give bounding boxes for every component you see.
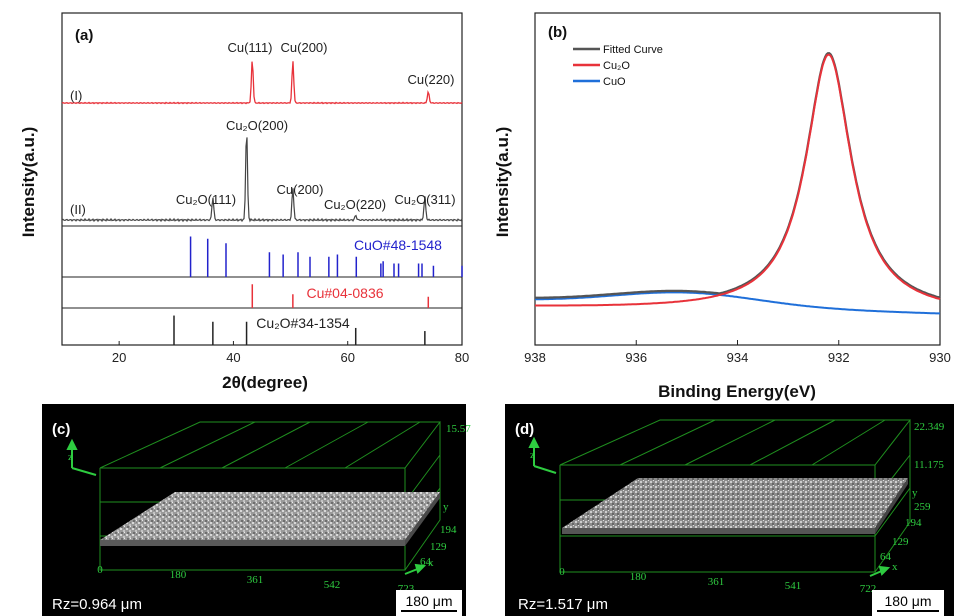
panel-a-ylabel: Intensity(a.u.) bbox=[19, 127, 38, 238]
peak-label-cu2o-200: Cu₂O(200) bbox=[226, 118, 288, 133]
panel-b: (b) Intensity(a.u.) Binding Energy(eV) 9… bbox=[493, 12, 951, 401]
panel-d-surface-side bbox=[875, 478, 908, 534]
peak-label-cu200-top: Cu(200) bbox=[281, 40, 328, 55]
z-axis-label: z bbox=[530, 449, 535, 461]
panel-b-legend: Fitted Curve Cu₂O CuO bbox=[573, 44, 663, 88]
panel-d-axes bbox=[528, 436, 891, 577]
panel-d-label: (d) bbox=[515, 421, 534, 438]
x-tick-label: 60 bbox=[340, 350, 354, 365]
y-tick-64: 64 bbox=[880, 551, 892, 563]
rz-value: Rz=1.517 μm bbox=[518, 596, 608, 613]
panel-b-x-ticks: 938 936 934 932 930 bbox=[524, 340, 951, 365]
y-tick-129: 129 bbox=[430, 541, 447, 553]
x-tick-label: 934 bbox=[727, 350, 749, 365]
x-tick-label: 40 bbox=[226, 350, 240, 365]
z-max-value: 15.57 bbox=[446, 423, 471, 435]
panel-d-surface-edge bbox=[562, 528, 875, 534]
panel-d-surface bbox=[562, 478, 908, 528]
x-tick-542: 542 bbox=[324, 579, 341, 591]
peak-label-cu111: Cu(111) bbox=[227, 40, 272, 55]
y-tick-194: 194 bbox=[440, 524, 457, 536]
reference-cu2o-lines bbox=[173, 315, 426, 345]
reference-cuo-label: CuO#48-1548 bbox=[354, 237, 442, 253]
x-tick-361: 361 bbox=[247, 574, 264, 586]
x-axis-label: x bbox=[892, 561, 898, 573]
x-tick-label: 80 bbox=[455, 350, 469, 365]
panel-c-surface bbox=[100, 492, 440, 540]
reference-cuo-lines bbox=[189, 236, 463, 277]
y-tick-194: 194 bbox=[905, 517, 922, 529]
panel-a-x-ticks: 20 40 60 80 bbox=[112, 341, 469, 365]
peak-label-cu2o-220: Cu₂O(220) bbox=[324, 197, 386, 212]
legend-label-cuo: CuO bbox=[603, 76, 626, 88]
panel-a-label: (a) bbox=[75, 27, 93, 44]
rz-value: Rz=0.964 μm bbox=[52, 596, 142, 613]
panel-c-axes bbox=[66, 438, 427, 575]
y-axis-label: y bbox=[912, 487, 918, 499]
panel-a: (a) Intensity(a.u.) 2θ(degree) 20 40 60 80 … bbox=[19, 12, 469, 392]
y-axis-label: y bbox=[443, 501, 449, 513]
trace-II-label: (II) bbox=[70, 202, 86, 217]
x-tick-180: 180 bbox=[630, 571, 647, 583]
series-cu2o bbox=[535, 53, 941, 307]
reference-cu2o-label: Cu₂O#34-1354 bbox=[256, 315, 350, 331]
x-tick-0: 0 bbox=[559, 566, 565, 578]
series-cuo bbox=[534, 291, 941, 315]
panel-c-surface-edge bbox=[100, 540, 405, 546]
y-tick-259: 259 bbox=[914, 501, 931, 513]
peak-label-cu200-bottom: Cu(200) bbox=[277, 182, 324, 197]
x-tick-541: 541 bbox=[785, 580, 802, 592]
x-tick-0: 0 bbox=[97, 564, 103, 576]
x-tick-label: 20 bbox=[112, 350, 126, 365]
peak-label-cu2o-311: Cu₂O(311) bbox=[394, 192, 455, 207]
peak-label-cu220: Cu(220) bbox=[408, 72, 455, 87]
scale-bar-label: 180 μm bbox=[406, 593, 453, 609]
x-tick-label: 938 bbox=[524, 350, 546, 365]
x-tick-361: 361 bbox=[708, 576, 725, 588]
series-fitted-curve bbox=[534, 52, 941, 299]
y-tick-64: 64 bbox=[420, 556, 432, 568]
scale-bar-label: 180 μm bbox=[885, 593, 932, 609]
trace-I bbox=[61, 61, 463, 105]
panel-b-xlabel: Binding Energy(eV) bbox=[658, 382, 816, 401]
panel-c-3d-box bbox=[99, 421, 442, 571]
reference-cu-label: Cu#04-0836 bbox=[306, 285, 383, 301]
panel-b-label: (b) bbox=[548, 24, 567, 41]
panel-d: (d) 22.349 11.175 z x y 0 180 361 541 72… bbox=[505, 404, 954, 616]
trace-I-label: (I) bbox=[70, 88, 82, 103]
peak-label-cu2o-111: Cu₂O(111) bbox=[176, 192, 236, 207]
panel-a-xlabel: 2θ(degree) bbox=[222, 373, 308, 392]
panel-a-frame bbox=[61, 12, 463, 346]
trace-II bbox=[61, 137, 463, 223]
legend-label-fitted: Fitted Curve bbox=[603, 44, 663, 56]
z-max-value: 22.349 bbox=[914, 421, 945, 433]
x-tick-label: 936 bbox=[625, 350, 647, 365]
y-tick-129: 129 bbox=[892, 536, 909, 548]
x-tick-label: 932 bbox=[828, 350, 850, 365]
x-tick-label: 930 bbox=[929, 350, 951, 365]
reference-cu-lines bbox=[251, 284, 430, 308]
panel-c-surface-side bbox=[405, 492, 440, 546]
z-axis-label: z bbox=[68, 451, 73, 463]
panel-c: (c) 15.57 z x y 0 180 361 542 723 64 129 bbox=[42, 404, 471, 616]
panel-c-label: (c) bbox=[52, 421, 70, 438]
panel-b-ylabel: Intensity(a.u.) bbox=[493, 127, 512, 238]
x-axis-label: x bbox=[428, 557, 434, 569]
x-tick-180: 180 bbox=[170, 569, 187, 581]
legend-label-cu2o: Cu₂O bbox=[603, 60, 630, 72]
z-mid-value: 11.175 bbox=[914, 459, 944, 471]
